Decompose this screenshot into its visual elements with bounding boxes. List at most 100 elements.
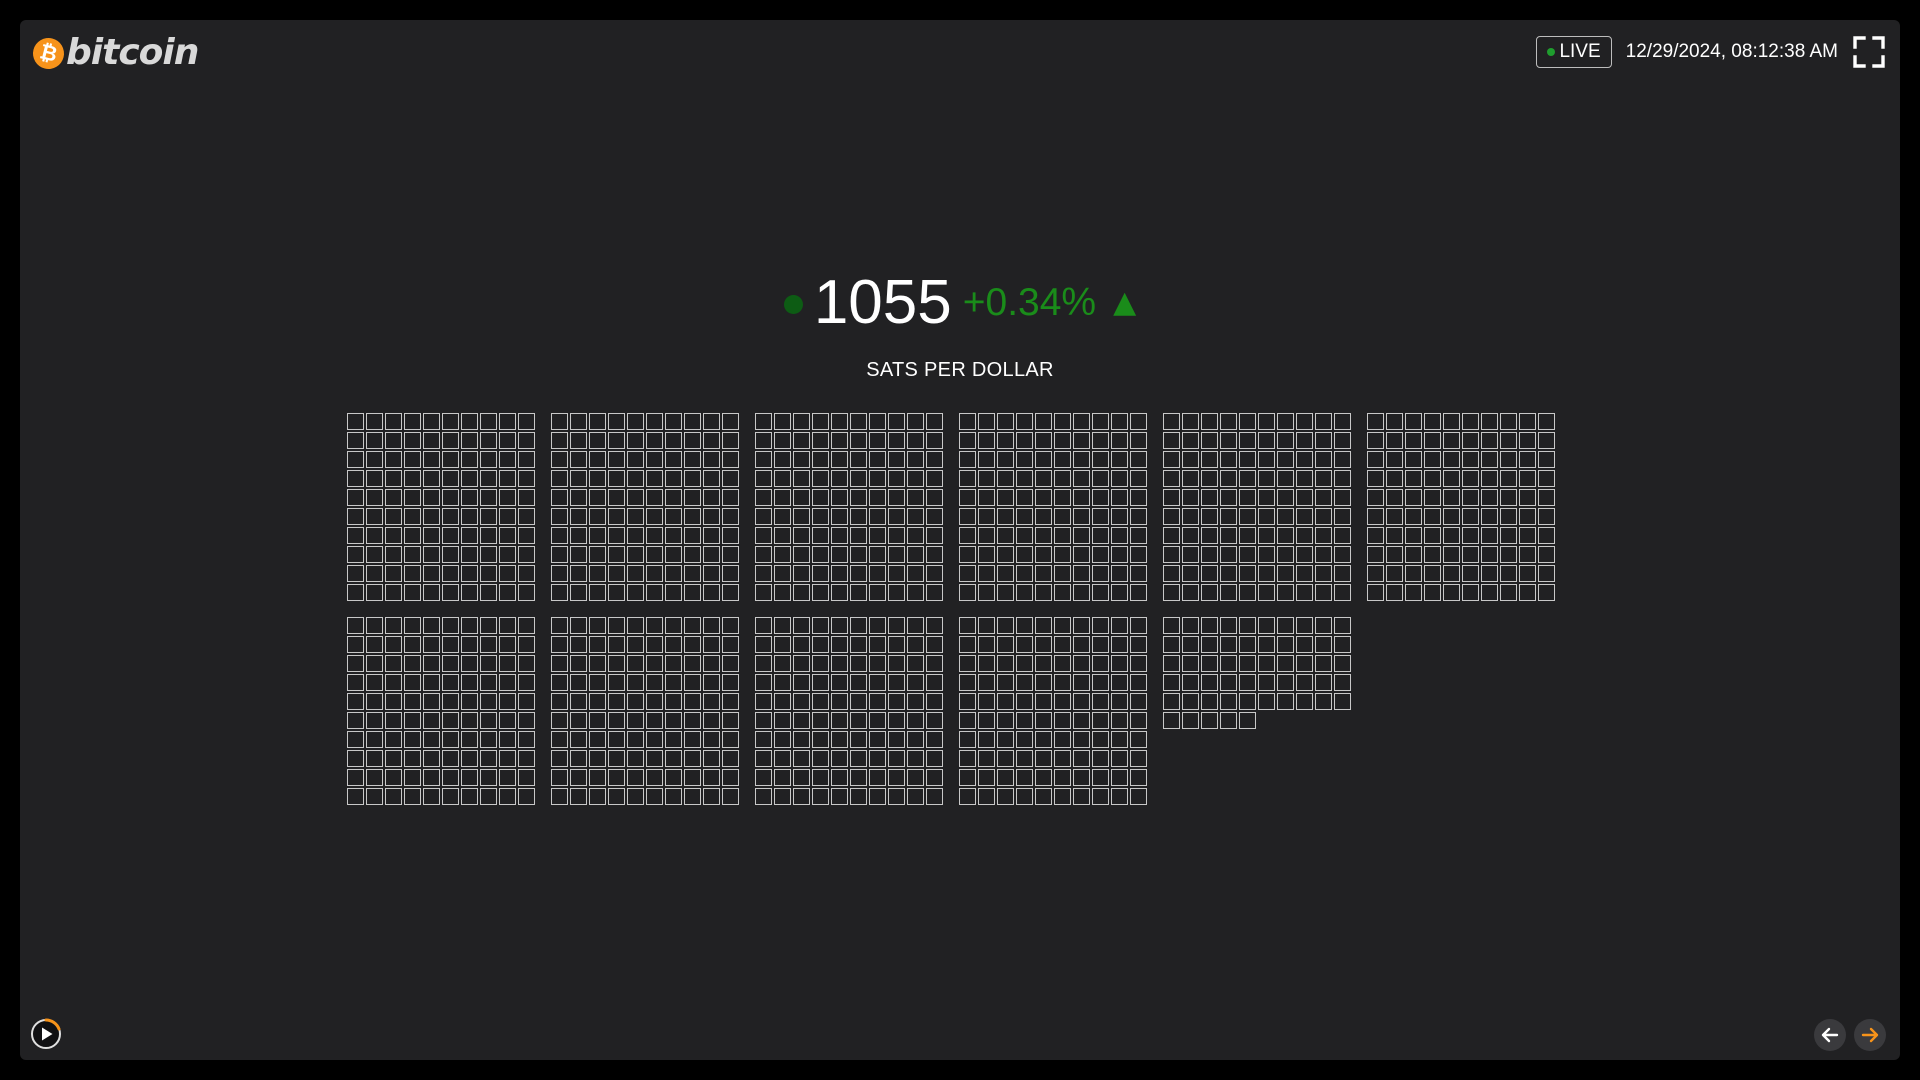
sat-cell	[703, 769, 720, 786]
sat-cell	[997, 451, 1014, 468]
sat-cell	[1092, 788, 1109, 805]
sat-cell	[646, 750, 663, 767]
sat-cell	[461, 413, 478, 430]
sat-cell	[646, 451, 663, 468]
sat-cell	[1481, 565, 1498, 582]
sat-cell	[518, 432, 535, 449]
sat-cell	[347, 565, 364, 582]
sat-cell	[1073, 413, 1090, 430]
next-button[interactable]	[1854, 1019, 1886, 1051]
sat-cell	[366, 636, 383, 653]
sat-cell	[551, 546, 568, 563]
sat-cell	[627, 655, 644, 672]
sat-cell	[1130, 489, 1147, 506]
fullscreen-button[interactable]	[1852, 35, 1886, 69]
sat-cell	[703, 788, 720, 805]
sat-cell	[1481, 508, 1498, 525]
sat-cell	[1054, 693, 1071, 710]
sat-cell	[1111, 750, 1128, 767]
sat-cell	[684, 413, 701, 430]
sat-cell	[1163, 617, 1180, 634]
sat-cell	[1315, 617, 1332, 634]
sat-cell	[722, 584, 739, 601]
sat-cell	[461, 693, 478, 710]
sat-cell	[347, 712, 364, 729]
sat-cell	[1016, 769, 1033, 786]
sat-cell	[959, 413, 976, 430]
sat-cell	[722, 617, 739, 634]
sat-cell	[1315, 508, 1332, 525]
sat-cell	[959, 489, 976, 506]
sat-cell	[959, 451, 976, 468]
sat-cell	[1334, 546, 1351, 563]
sat-cell	[1277, 636, 1294, 653]
sat-cell	[1016, 451, 1033, 468]
sat-cell	[366, 508, 383, 525]
sat-cell	[404, 731, 421, 748]
sat-cell	[1054, 584, 1071, 601]
sat-cell	[1315, 693, 1332, 710]
sat-cell	[1296, 527, 1313, 544]
sat-cell	[551, 565, 568, 582]
sat-cell	[774, 769, 791, 786]
sat-cell	[755, 565, 772, 582]
sat-cell	[1130, 413, 1147, 430]
sat-cell	[665, 470, 682, 487]
sat-cell	[423, 413, 440, 430]
sat-cell	[812, 712, 829, 729]
sat-cell	[589, 655, 606, 672]
sat-cell	[1016, 636, 1033, 653]
sat-cell	[907, 527, 924, 544]
sat-cell	[888, 731, 905, 748]
sat-cell	[1296, 693, 1313, 710]
sat-cell	[423, 617, 440, 634]
sat-cell	[518, 731, 535, 748]
sat-cell	[684, 470, 701, 487]
sat-cell	[907, 788, 924, 805]
sat-cell	[1443, 451, 1460, 468]
sat-cell	[831, 527, 848, 544]
sat-cell	[831, 750, 848, 767]
sat-cell	[442, 731, 459, 748]
sat-cell	[959, 508, 976, 525]
sat-cell	[1538, 489, 1555, 506]
play-button[interactable]	[29, 1017, 63, 1051]
sat-cell	[850, 769, 867, 786]
sat-cell	[1315, 636, 1332, 653]
sat-cell	[1073, 655, 1090, 672]
sat-cell	[978, 432, 995, 449]
sat-cell	[366, 470, 383, 487]
sat-cell	[1315, 584, 1332, 601]
sat-cell	[1239, 617, 1256, 634]
sat-cell	[1481, 546, 1498, 563]
sat-cell	[722, 565, 739, 582]
sat-cell	[755, 788, 772, 805]
sat-cell	[480, 655, 497, 672]
sat-cell	[703, 655, 720, 672]
sat-cell	[1092, 655, 1109, 672]
sat-cell	[1277, 565, 1294, 582]
sat-cell	[926, 769, 943, 786]
sat-cell	[1500, 489, 1517, 506]
sat-cell	[888, 617, 905, 634]
sat-cell	[997, 788, 1014, 805]
sat-cell	[385, 565, 402, 582]
sat-cell	[570, 527, 587, 544]
sat-cell	[774, 617, 791, 634]
sat-cell	[480, 693, 497, 710]
sat-cell	[518, 413, 535, 430]
sat-cell	[1111, 489, 1128, 506]
sat-cell	[665, 636, 682, 653]
sat-cell	[480, 731, 497, 748]
sat-cell	[1481, 432, 1498, 449]
sat-cell	[850, 731, 867, 748]
sat-cell	[812, 546, 829, 563]
sat-cell	[1092, 451, 1109, 468]
sat-cell	[1182, 712, 1199, 729]
sat-cell	[722, 413, 739, 430]
sat-cell	[978, 546, 995, 563]
sat-cell	[1519, 546, 1536, 563]
sat-cell	[1258, 470, 1275, 487]
prev-button[interactable]	[1814, 1019, 1846, 1051]
sats-block	[959, 413, 1149, 603]
